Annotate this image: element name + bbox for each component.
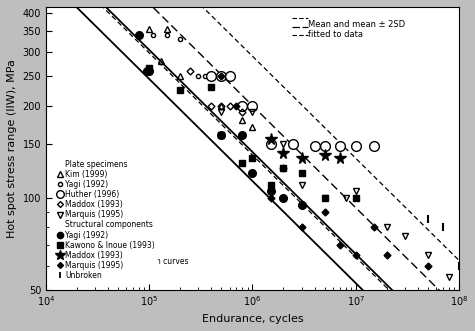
Y-axis label: Hot spot stress range (IIW), MPa: Hot spot stress range (IIW), MPa: [7, 59, 17, 238]
Legend: Plate specimens, Kim (1999), Yagi (1992), Huther (1996), Maddox (1993), Marquis : Plate specimens, Kim (1999), Yagi (1992)…: [54, 157, 158, 283]
Text: FAT 90 mean and design curves: FAT 90 mean and design curves: [66, 257, 188, 266]
X-axis label: Endurance, cycles: Endurance, cycles: [201, 314, 303, 324]
Text: Mean and mean ± 2SD
fitted to data: Mean and mean ± 2SD fitted to data: [308, 20, 405, 39]
